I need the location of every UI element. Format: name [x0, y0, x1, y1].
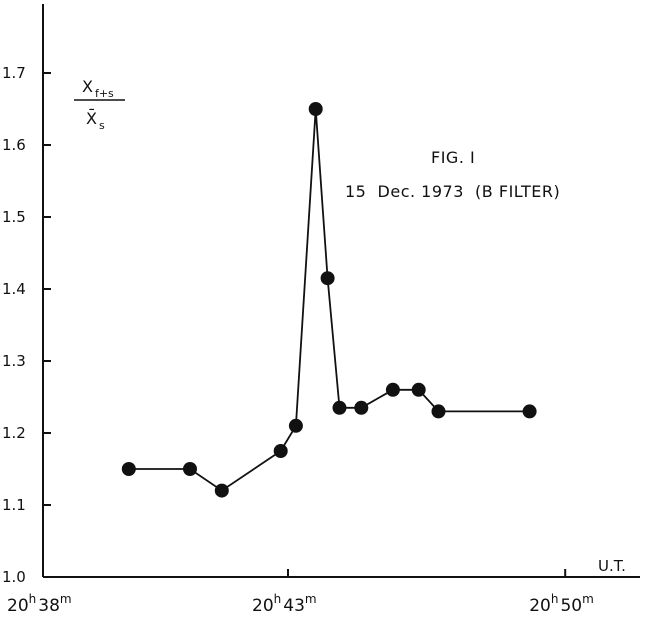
figure-title: FIG. I — [431, 148, 475, 167]
data-point — [288, 418, 303, 433]
data-point — [214, 483, 229, 498]
y-ticks: 1.0 1.1 1.2 1.3 1.4 1.5 1.6 1.7 — [2, 64, 51, 586]
y-tick-label: 1.5 — [2, 208, 26, 226]
y-tick-label: 1.7 — [2, 64, 26, 82]
data-point — [183, 462, 197, 476]
data-point — [320, 271, 335, 286]
data-point — [522, 404, 537, 419]
y-tick-label: 1.0 — [2, 568, 26, 586]
data-point — [308, 102, 323, 116]
x-tick-label: 20h 43m — [252, 592, 317, 616]
data-point — [332, 400, 347, 415]
y-tick-label: 1.1 — [2, 496, 26, 514]
x-tick-label: 20h 50m — [529, 592, 594, 616]
data-point — [385, 382, 400, 397]
y-tick-label: 1.3 — [2, 352, 26, 370]
figure-subtitle: 15 Dec. 1973 (B FILTER) — [345, 182, 560, 201]
data-point — [273, 444, 288, 458]
y-label-denominator: X̄ s — [86, 109, 105, 132]
y-tick-label: 1.6 — [2, 136, 26, 154]
data-point — [354, 400, 369, 415]
x-axis-label: U.T. — [598, 557, 626, 575]
data-point — [411, 382, 426, 397]
data-series — [121, 102, 537, 498]
data-point — [121, 462, 136, 476]
x-ticks: 20h 38m 20h 43m 20h 50m — [7, 569, 594, 616]
y-tick-label: 1.4 — [2, 280, 26, 298]
data-point — [431, 404, 446, 419]
y-tick-label: 1.2 — [2, 424, 26, 442]
x-tick-label: 20h 38m — [7, 592, 72, 616]
